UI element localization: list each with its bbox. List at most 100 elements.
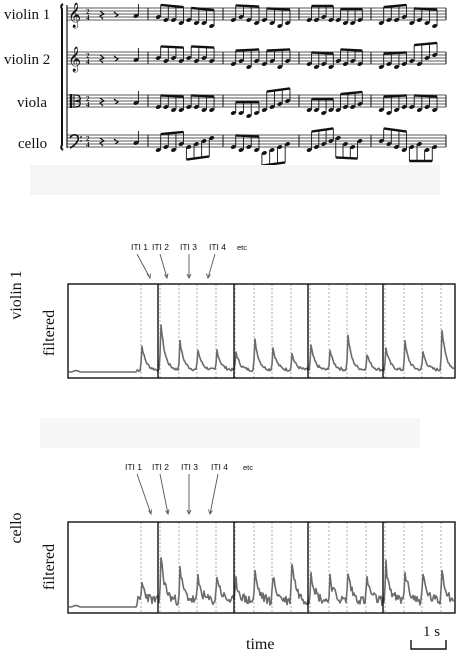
note bbox=[432, 108, 438, 112]
panel-violin1: violin 1 filtered ITI 1 ITI 2 ITI 3 ITI … bbox=[8, 242, 456, 379]
note bbox=[186, 105, 192, 109]
note bbox=[261, 18, 267, 22]
note bbox=[342, 142, 348, 146]
note bbox=[424, 105, 430, 109]
note bbox=[163, 59, 169, 63]
note bbox=[350, 59, 356, 63]
note bbox=[401, 62, 407, 66]
svg-text:2: 2 bbox=[86, 95, 90, 103]
svg-text:4: 4 bbox=[86, 58, 90, 66]
note bbox=[394, 18, 400, 22]
beam bbox=[186, 155, 210, 161]
beam bbox=[383, 3, 407, 9]
note bbox=[269, 148, 275, 152]
treble-clef-icon: 𝄞 bbox=[68, 2, 81, 28]
signal-trace bbox=[69, 324, 455, 373]
note bbox=[350, 21, 356, 25]
note bbox=[306, 62, 312, 66]
score-label-violin1: violin 1 bbox=[4, 7, 50, 23]
note bbox=[171, 18, 177, 22]
note bbox=[230, 62, 236, 66]
svg-text:4: 4 bbox=[86, 14, 90, 22]
panel-cello: cello filtered ITI 1 ITI 2 ITI 3 ITI 4 e… bbox=[8, 462, 456, 614]
beam bbox=[414, 7, 438, 11]
beam bbox=[266, 7, 291, 11]
note bbox=[350, 145, 356, 149]
svg-text:2: 2 bbox=[86, 52, 90, 60]
note bbox=[342, 21, 348, 25]
beam bbox=[160, 130, 184, 136]
note bbox=[386, 18, 392, 22]
beam bbox=[311, 127, 334, 133]
beam bbox=[340, 90, 363, 96]
note bbox=[328, 108, 334, 112]
beam bbox=[414, 41, 438, 47]
background-smudge bbox=[40, 418, 420, 448]
note bbox=[133, 101, 139, 105]
note bbox=[401, 105, 407, 109]
beam bbox=[383, 127, 407, 133]
note bbox=[230, 111, 236, 115]
note bbox=[432, 53, 438, 57]
note bbox=[386, 62, 392, 66]
note bbox=[209, 59, 215, 63]
note bbox=[335, 136, 341, 140]
note bbox=[186, 145, 192, 149]
iti-label-4: ITI 4 bbox=[209, 242, 226, 252]
note bbox=[163, 145, 169, 149]
note bbox=[321, 142, 327, 146]
note bbox=[171, 108, 177, 112]
note bbox=[386, 111, 392, 115]
beam bbox=[235, 134, 260, 138]
iti-label-etc: etc bbox=[243, 463, 253, 472]
time-axis-label: time bbox=[246, 636, 274, 653]
note bbox=[269, 59, 275, 63]
note bbox=[416, 142, 422, 146]
note bbox=[155, 56, 161, 60]
note bbox=[416, 18, 422, 22]
note bbox=[306, 18, 312, 22]
note bbox=[313, 18, 319, 22]
note bbox=[321, 62, 327, 66]
note bbox=[378, 139, 384, 143]
iti-arrows bbox=[136, 473, 219, 516]
music-score: violin 1 violin 2 viola cello 𝄞 𝄞 24 bbox=[4, 2, 447, 167]
scale-bar bbox=[410, 640, 447, 650]
beam bbox=[383, 94, 407, 98]
note bbox=[238, 15, 244, 19]
note bbox=[342, 62, 348, 66]
beam bbox=[191, 45, 215, 49]
score-label-viola: viola bbox=[17, 95, 47, 111]
note bbox=[155, 148, 161, 152]
score-label-cello: cello bbox=[18, 136, 47, 152]
note bbox=[394, 145, 400, 149]
note bbox=[357, 102, 363, 106]
note bbox=[378, 108, 384, 112]
panel-instrument-label: violin 1 bbox=[8, 270, 25, 319]
note bbox=[163, 18, 169, 22]
svg-text:2: 2 bbox=[86, 135, 90, 143]
note bbox=[269, 105, 275, 109]
note bbox=[357, 62, 363, 66]
beam bbox=[266, 48, 291, 52]
staves bbox=[67, 7, 446, 148]
note bbox=[335, 59, 341, 63]
beam bbox=[160, 45, 184, 49]
note bbox=[201, 21, 207, 25]
iti-label-1: ITI 1 bbox=[131, 242, 148, 252]
note bbox=[313, 65, 319, 69]
note bbox=[401, 148, 407, 152]
note bbox=[163, 105, 169, 109]
note bbox=[285, 21, 291, 25]
note bbox=[432, 24, 438, 28]
note bbox=[313, 145, 319, 149]
note bbox=[133, 58, 139, 62]
beam bbox=[335, 156, 358, 160]
note bbox=[238, 59, 244, 63]
system-bracket bbox=[60, 3, 64, 151]
note bbox=[342, 105, 348, 109]
note bbox=[386, 142, 392, 146]
note bbox=[409, 145, 415, 149]
note bbox=[306, 148, 312, 152]
